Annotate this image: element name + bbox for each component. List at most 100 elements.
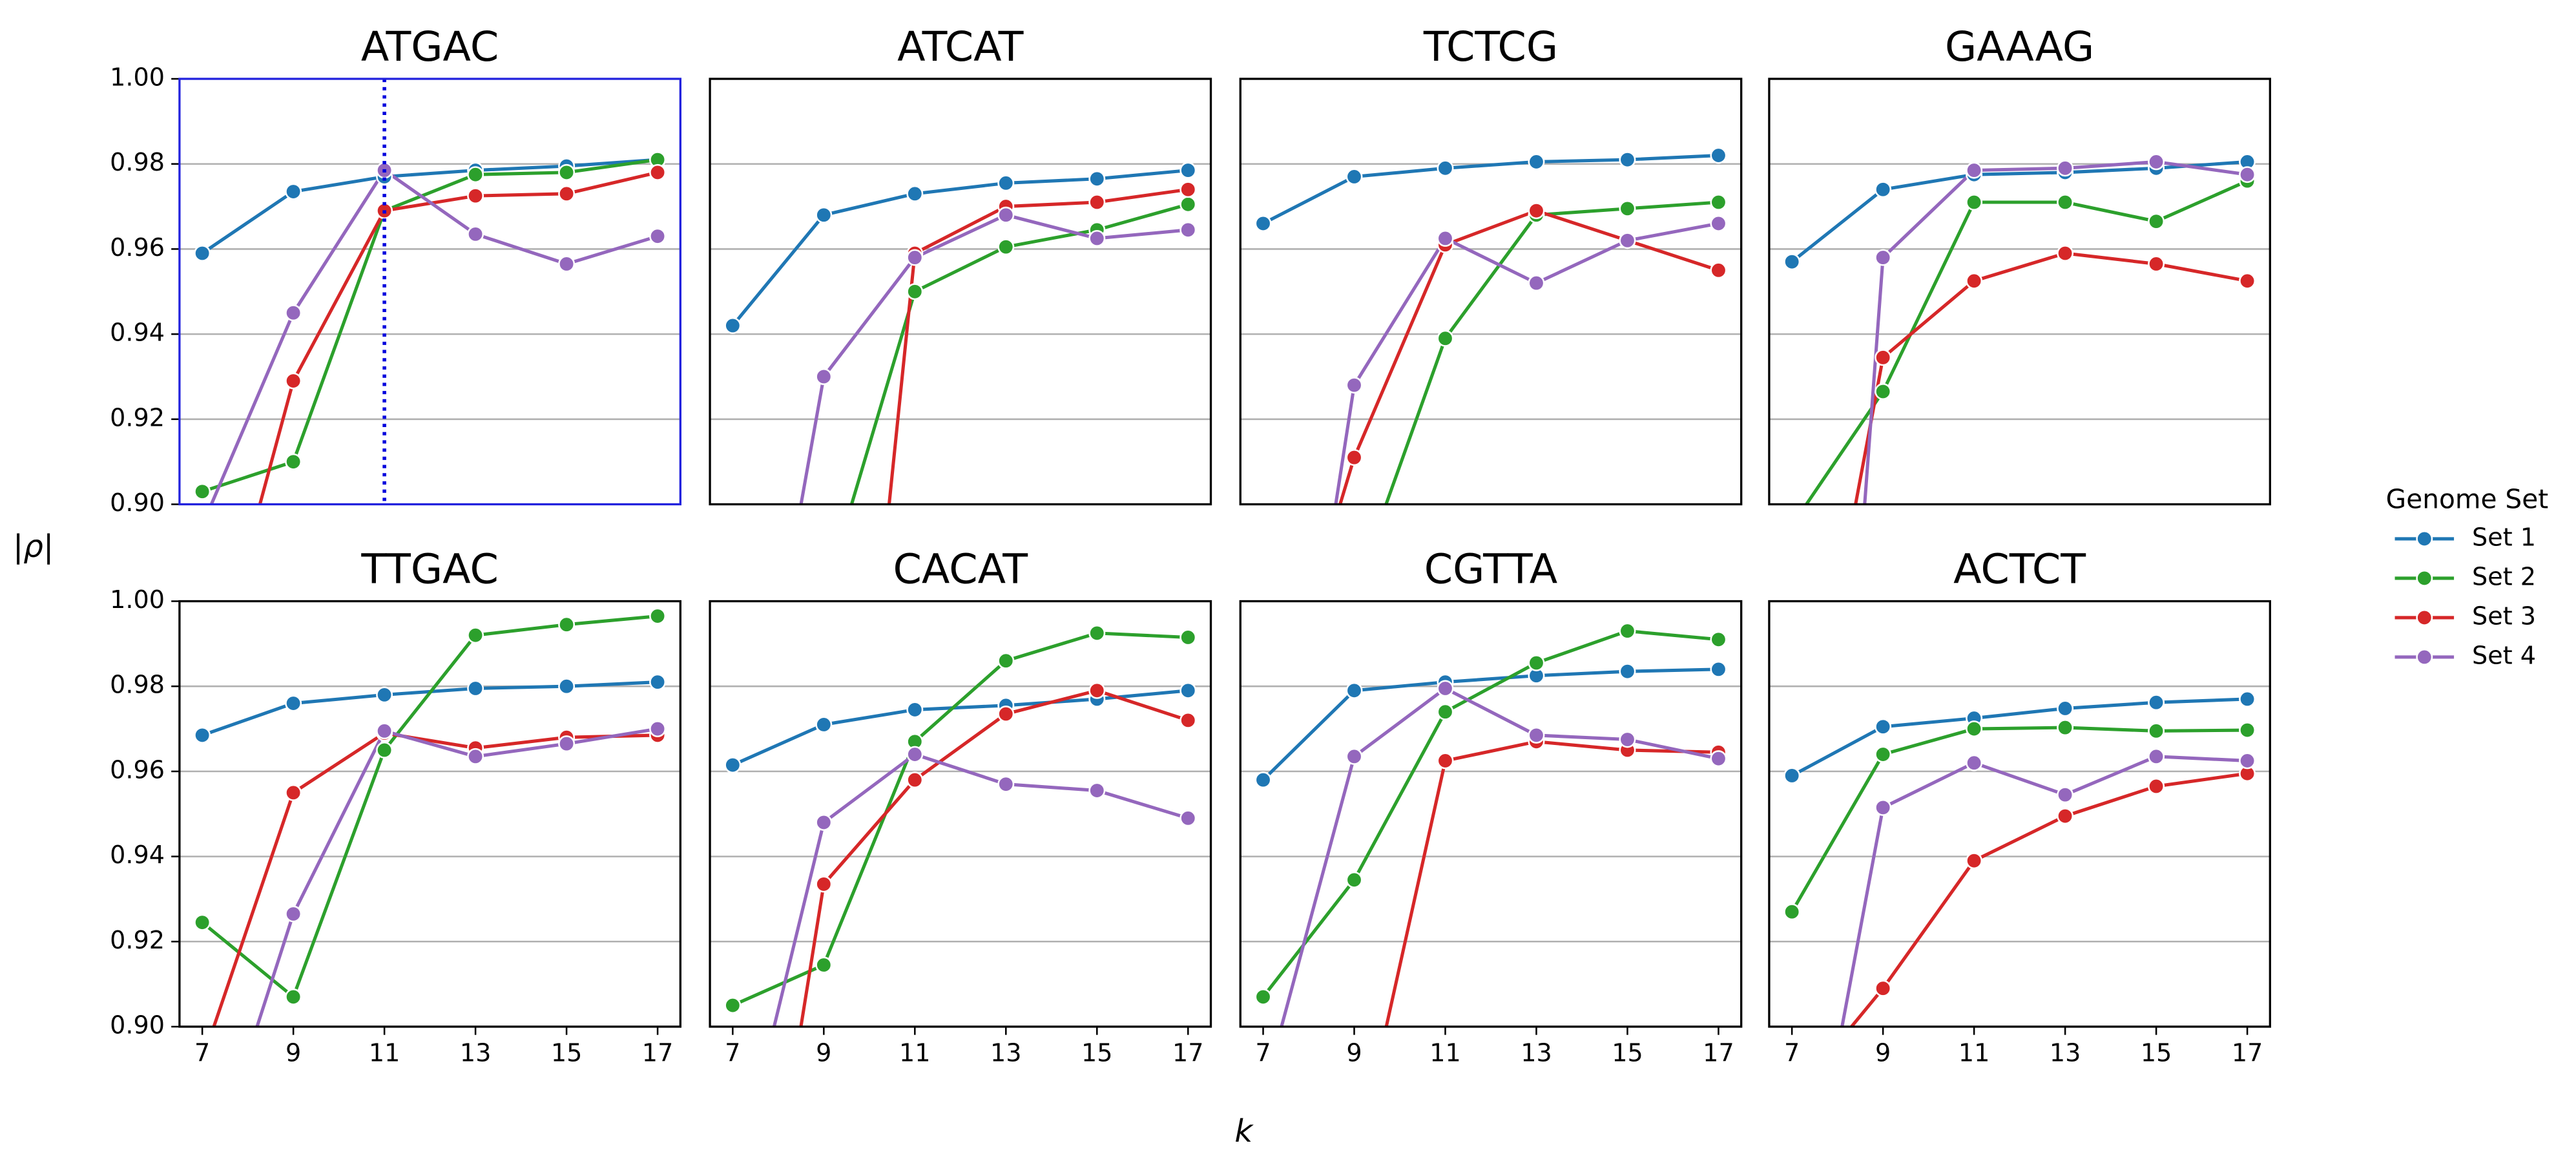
x-tick-label: 15 (1081, 1039, 1113, 1067)
data-point (1345, 871, 1363, 888)
data-point (1710, 660, 1727, 678)
data-point (1088, 624, 1106, 642)
data-point (194, 914, 211, 931)
x-tick-label: 7 (725, 1039, 740, 1067)
data-point (997, 174, 1015, 192)
data-point (997, 652, 1015, 669)
x-tick-label: 15 (1612, 1039, 1643, 1067)
data-point (1179, 162, 1197, 179)
data-point (815, 956, 833, 974)
panel: ATCAT (709, 23, 1212, 506)
panel-frame (178, 78, 681, 506)
legend-marker (2416, 648, 2433, 665)
data-point (1437, 752, 1454, 770)
panel-title: CGTTA (1424, 545, 1557, 592)
x-tick-label: 15 (551, 1039, 583, 1067)
data-point (815, 813, 833, 831)
legend-entry: Set 3 (2394, 602, 2536, 630)
data-point (1619, 200, 1636, 217)
data-point (724, 757, 742, 773)
data-point (1254, 988, 1272, 1005)
series-line (201, 614, 658, 1000)
legend-entry: Set 1 (2394, 523, 2536, 551)
data-point (194, 245, 211, 262)
data-point (906, 771, 924, 789)
data-point (2057, 194, 2074, 211)
x-tick-label: 9 (1346, 1039, 1362, 1067)
legend-marker (2416, 530, 2433, 547)
panel-title: ATGAC (361, 23, 499, 70)
plot-area (1783, 690, 2256, 1027)
data-point (1710, 147, 1727, 164)
data-point (1710, 750, 1727, 768)
data-point (2057, 700, 2074, 717)
data-point (1254, 771, 1272, 789)
series-line (1791, 697, 2248, 777)
series-line (1262, 629, 1719, 998)
data-point (558, 163, 576, 181)
data-point (467, 627, 484, 644)
data-point (1710, 215, 1727, 232)
data-point (649, 720, 667, 738)
x-tick-label: 11 (899, 1039, 931, 1067)
y-tick-label: 0.94 (110, 319, 165, 347)
data-point (1345, 748, 1363, 765)
series-line (1334, 222, 1719, 505)
data-point (467, 680, 484, 697)
legend-label: Set 4 (2472, 641, 2536, 669)
panel: ATGAC 0.90 0.92 0.94 0.96 0.98 1.00 (110, 23, 681, 517)
data-point (1619, 151, 1636, 169)
x-tick-label: 13 (1521, 1039, 1552, 1067)
data-point (1437, 160, 1454, 177)
panel: ACTCT 7 9 11 13 15 17 (1768, 545, 2271, 1067)
data-point (558, 616, 576, 633)
data-point (558, 255, 576, 273)
y-tick-label: 1.00 (110, 63, 165, 92)
data-point (467, 225, 484, 243)
data-point (1437, 330, 1454, 347)
data-point (285, 988, 302, 1005)
data-point (2148, 777, 2165, 795)
data-point (285, 453, 302, 470)
data-point (1437, 680, 1454, 697)
data-point (285, 784, 302, 801)
series-line (1854, 251, 2248, 505)
data-point (906, 185, 924, 202)
data-point (815, 875, 833, 893)
data-point (1875, 349, 1892, 366)
legend-marker (2416, 609, 2433, 626)
data-point (1088, 194, 1106, 211)
data-point (1619, 622, 1636, 640)
legend-title: Genome Set (2386, 483, 2548, 514)
data-point (467, 187, 484, 205)
x-tick-label: 17 (1703, 1039, 1734, 1067)
series-line (212, 731, 658, 1027)
data-point (724, 317, 742, 334)
data-point (2239, 690, 2256, 707)
panel-title: CACAT (893, 545, 1028, 592)
data-point (649, 163, 667, 181)
series-line (731, 169, 1189, 327)
data-point (1875, 383, 1892, 400)
panel-title: ACTCT (1953, 545, 2086, 592)
data-point (1875, 746, 1892, 763)
series-line (1262, 154, 1719, 225)
plot-area (1783, 153, 2256, 505)
data-point (1875, 181, 1892, 198)
data-point (1437, 229, 1454, 247)
data-point (2148, 748, 2165, 765)
x-tick-label: 9 (286, 1039, 301, 1067)
data-point (1710, 631, 1727, 648)
series-line (201, 158, 658, 255)
data-point (1783, 253, 1801, 271)
data-point (376, 686, 393, 704)
legend-label: Set 3 (2472, 602, 2536, 630)
data-point (467, 748, 484, 765)
data-point (906, 746, 924, 763)
panel-frame (709, 78, 1212, 506)
x-tick-label: 13 (2050, 1039, 2081, 1067)
panel-frame (178, 600, 681, 1028)
series-line (1384, 740, 1719, 1027)
data-point (906, 701, 924, 718)
panel: CACAT 7 9 11 13 15 17 (709, 545, 1212, 1067)
